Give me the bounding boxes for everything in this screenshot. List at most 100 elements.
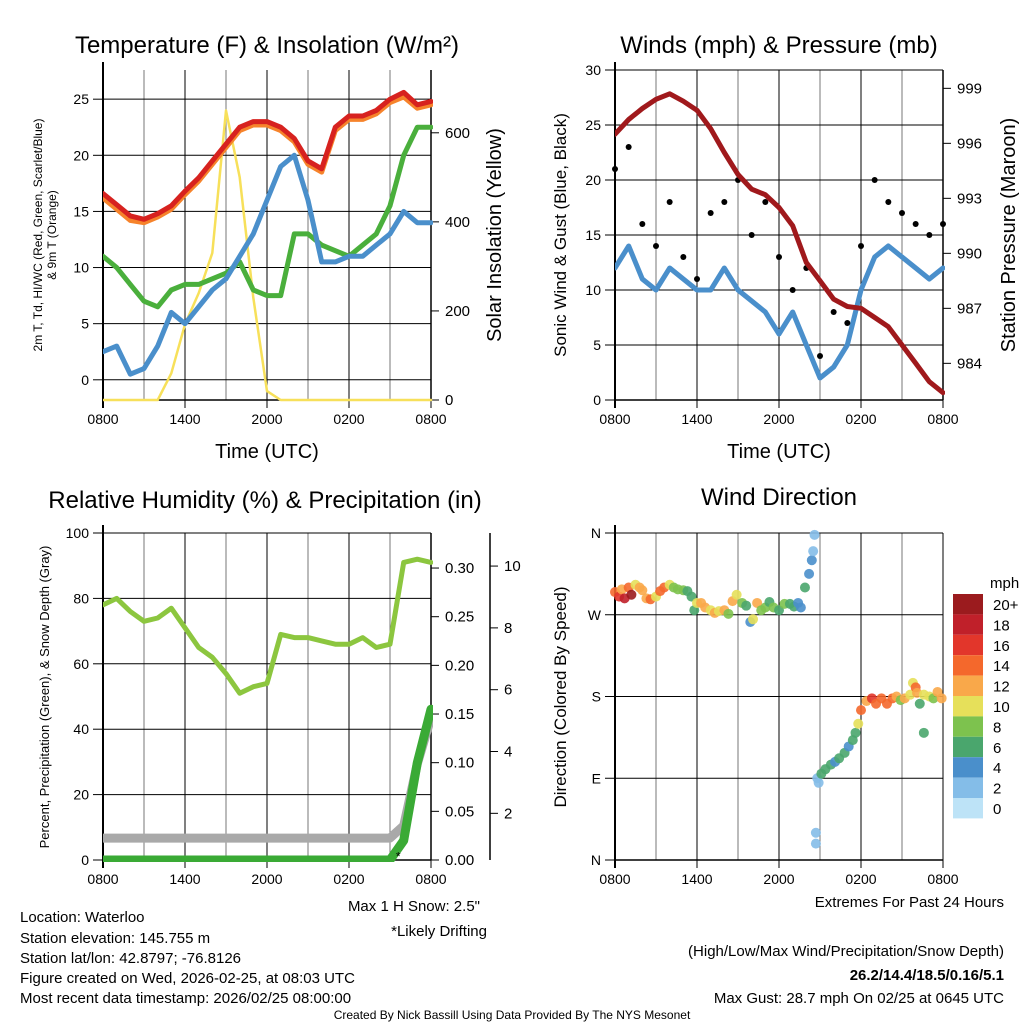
winds-series-gust-point <box>653 243 659 249</box>
humidity-x-tick-label: 0800 <box>87 871 118 887</box>
credit-text: Created By Nick Bassill Using Data Provi… <box>334 1008 691 1022</box>
snow-depth-tick-label: 8 <box>504 620 512 637</box>
wind-direction-point <box>752 597 763 608</box>
winds-series-gust-point <box>817 353 823 359</box>
winds-series-gust-point <box>830 309 837 315</box>
winds-x-axis-title: Time (UTC) <box>727 441 831 463</box>
direction-y-tick-label: N <box>591 852 601 868</box>
wind-direction-point <box>856 705 866 716</box>
direction-y-tick-label: N <box>591 525 601 541</box>
temperature-right-tick-label: 200 <box>445 303 470 320</box>
wind-direction-point <box>637 585 648 596</box>
direction-x-tick-label: 1400 <box>681 871 712 887</box>
wind-direction-point <box>806 555 817 566</box>
wind-direction-point <box>813 777 824 788</box>
wind-direction-point <box>626 589 637 600</box>
direction-y-axis-title: Direction (Colored By Speed) <box>551 586 570 807</box>
winds-series-gust-point <box>899 210 905 216</box>
colorbar-label: 2 <box>993 781 1001 798</box>
temperature-chart-title: Temperature (F) & Insolation (W/m²) <box>75 32 459 59</box>
winds-right-tick-label: 984 <box>957 355 982 372</box>
colorbar-label: 12 <box>993 679 1010 696</box>
winds-x-tick-label: 0800 <box>927 411 958 427</box>
humidity-right-tick-label: 0.15 <box>445 706 474 723</box>
winds-series-gust-point <box>871 177 878 183</box>
temperature-x-tick-label: 2000 <box>251 411 282 427</box>
temperature-series-9m-t-line <box>103 94 433 226</box>
humidity-right-tick-label: 0.25 <box>445 609 474 626</box>
temperature-y-axis-title-line2: & 9m T (Orange) <box>45 190 59 280</box>
winds-series-gust-point <box>748 232 755 238</box>
winds-y-tick-label: 30 <box>585 62 601 78</box>
humidity-series-relative-humidity-line <box>103 556 433 696</box>
temperature-x-tick-label: 0800 <box>415 411 446 427</box>
humidity-right-tick-label: 0.10 <box>445 755 474 772</box>
humidity-y-tick-label: 80 <box>73 590 89 606</box>
max-snow-label: Max 1 H Snow: 2.5" <box>348 898 480 915</box>
winds-series-gust-point <box>926 232 933 238</box>
winds-series-gust-point <box>680 254 687 260</box>
temperature-series-hi-wc-line <box>103 124 433 310</box>
temperature-right-tick-label: 400 <box>445 214 470 231</box>
winds-series-gust-point <box>612 166 618 172</box>
temperature-x-tick-label: 0200 <box>333 411 364 427</box>
winds-series-gust-point <box>912 221 919 227</box>
winds-right-tick-label: 996 <box>957 135 982 152</box>
wind-direction-point <box>795 602 806 613</box>
colorbar-label: 8 <box>993 719 1001 736</box>
colorbar-swatch <box>953 716 983 737</box>
humidity-x-tick-label: 2000 <box>251 871 282 887</box>
direction-y-tick-label: E <box>592 770 601 786</box>
winds-chart: 0 5 10 15 20 25 30 0800 1400 2000 0200 0800 984 987 99… <box>585 62 982 427</box>
wind-direction-point <box>741 600 752 611</box>
winds-series-station-pressure-line <box>615 91 945 396</box>
colorbar-label: 4 <box>993 760 1001 777</box>
wind-direction-point <box>731 589 742 600</box>
colorbar-swatch <box>953 736 983 758</box>
latlon-text: Station lat/lon: 42.8797; -76.8126 <box>20 950 241 967</box>
temperature-y-tick-label: 25 <box>73 91 89 107</box>
temperature-y-tick-label: 15 <box>73 203 89 219</box>
snow-depth-tick-label: 2 <box>504 805 512 822</box>
colorbar-title: mph <box>990 575 1019 592</box>
pressure-y-axis-title: Station Pressure (Maroon) <box>998 118 1020 353</box>
direction-x-tick-label: 0800 <box>927 871 958 887</box>
colorbar-swatch <box>953 634 983 656</box>
temperature-y-tick-label: 10 <box>73 260 89 276</box>
humidity-chart: 0 20 40 60 80 100 0800 1400 2000 0200 0800 0.00 0.05… <box>66 525 521 887</box>
temperature-y-tick-label: 20 <box>73 147 89 163</box>
humidity-chart-title: Relative Humidity (%) & Precipitation (i… <box>48 487 481 514</box>
colorbar-swatch <box>953 696 983 717</box>
colorbar-swatch <box>953 655 983 676</box>
winds-x-tick-label: 2000 <box>763 411 794 427</box>
temperature-x-tick-label: 0800 <box>87 411 118 427</box>
winds-right-tick-label: 993 <box>957 190 982 207</box>
winds-series-gust-point <box>707 210 714 216</box>
winds-series-gust-point <box>776 254 782 260</box>
colorbar-swatch <box>953 594 983 615</box>
winds-right-tick-label: 999 <box>957 80 982 97</box>
likely-drifting-label: *Likely Drifting <box>391 923 487 940</box>
winds-y-tick-label: 25 <box>585 117 601 133</box>
winds-y-tick-label: 15 <box>585 227 601 243</box>
wind-direction-point <box>808 546 819 557</box>
winds-series-sonic-wind-line <box>615 243 945 381</box>
winds-series-gust-point <box>666 199 673 205</box>
temperature-series-dewpoint-line <box>103 152 433 377</box>
winds-y-axis-title: Sonic Wind & Gust (Blue, Black) <box>551 113 570 357</box>
winds-x-tick-label: 0800 <box>599 411 630 427</box>
humidity-right-tick-label: 0.00 <box>445 852 474 869</box>
colorbar-swatch <box>953 614 983 635</box>
wind-direction-point <box>810 827 821 838</box>
direction-x-tick-label: 0200 <box>845 871 876 887</box>
wind-direction-point <box>748 614 759 625</box>
wind-direction-point <box>918 727 929 738</box>
colorbar-label: 18 <box>993 617 1010 634</box>
temperature-y-tick-label: 5 <box>81 316 89 332</box>
elevation-text: Station elevation: 145.755 m <box>20 930 210 947</box>
humidity-x-tick-label: 1400 <box>169 871 200 887</box>
colorbar-label: 0 <box>993 801 1001 818</box>
